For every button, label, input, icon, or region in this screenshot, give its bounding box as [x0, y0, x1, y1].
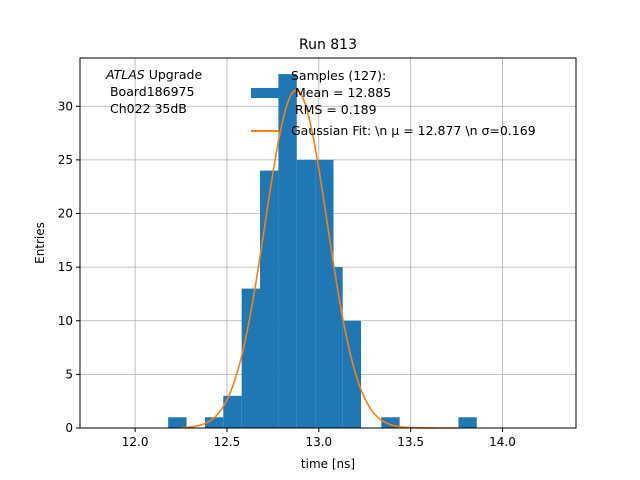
x-tick-label: 13.5: [397, 435, 424, 449]
x-tick-label: 14.0: [489, 435, 516, 449]
histogram-bar: [333, 267, 343, 428]
legend-histogram-line: Mean = 12.885: [291, 85, 391, 100]
y-tick-label: 15: [58, 260, 73, 274]
y-tick-label: 5: [65, 367, 73, 381]
atlas-annotation: ATLAS Upgrade Board186975 Ch022 35dB: [105, 67, 202, 116]
legend-fit-label: Gaussian Fit: \n μ = 12.877 \n σ=0.169: [291, 123, 536, 138]
histogram-bar: [296, 159, 316, 428]
histogram-bars: [168, 74, 477, 428]
legend-histogram-swatch: [251, 88, 279, 98]
histogram-bar: [381, 417, 400, 428]
histogram-bar: [204, 417, 224, 428]
histogram-bar: [458, 417, 477, 428]
histogram-bar: [241, 288, 261, 428]
axis-ticks: 12.0 12.5 13.0 13.5 14.0 0 5 10 15 20 25 30: [58, 99, 516, 449]
y-tick-label: 30: [58, 99, 73, 113]
histogram-bar: [278, 74, 297, 428]
x-tick-label: 12.5: [214, 435, 241, 449]
histogram-bar: [223, 395, 242, 428]
histogram-bar: [260, 170, 279, 428]
histogram-bar: [168, 417, 187, 428]
legend-histogram-label: Samples (127): Mean = 12.885 RMS = 0.189: [291, 68, 391, 117]
annotation-atlas: ATLAS: [105, 67, 145, 82]
legend-histogram-line: Samples (127):: [291, 68, 386, 83]
legend: Samples (127): Mean = 12.885 RMS = 0.189…: [251, 68, 536, 138]
chart-title: Run 813: [299, 37, 357, 53]
y-tick-label: 20: [58, 207, 73, 221]
x-tick-label: 13.0: [305, 435, 332, 449]
annotation-line-1: ATLAS Upgrade: [105, 67, 202, 82]
annotation-upgrade: Upgrade: [145, 67, 203, 82]
y-tick-label: 10: [58, 314, 73, 328]
legend-histogram-line: RMS = 0.189: [291, 102, 377, 117]
annotation-board: Board186975: [106, 84, 194, 99]
y-axis-label: Entries: [33, 222, 47, 264]
annotation-channel: Ch022 35dB: [106, 101, 187, 116]
histogram-bar: [342, 320, 362, 428]
x-tick-label: 12.0: [122, 435, 149, 449]
histogram-bar: [315, 159, 334, 428]
x-axis-label: time [ns]: [301, 457, 355, 471]
y-tick-label: 0: [65, 421, 73, 435]
y-tick-label: 25: [58, 153, 73, 167]
plot-frame: [79, 57, 577, 429]
